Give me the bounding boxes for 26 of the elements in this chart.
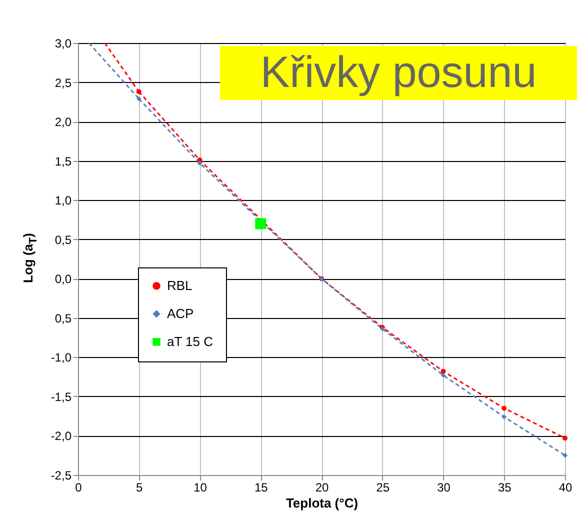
y-tick-label: -1,0 bbox=[50, 350, 72, 365]
y-tick-label: 2,5 bbox=[54, 76, 72, 90]
y-tick-label: 2,0 bbox=[54, 115, 72, 130]
chart-title: Křivky posunu bbox=[220, 46, 577, 100]
x-tick-label: 15 bbox=[254, 480, 268, 494]
x-tick-label: 40 bbox=[558, 480, 572, 494]
legend-label: RBL bbox=[167, 278, 192, 293]
x-tick-label: 20 bbox=[315, 480, 329, 494]
legend-label: aT 15 C bbox=[167, 334, 214, 349]
y-tick-label: -2,0 bbox=[50, 429, 72, 444]
x-tick-label: 35 bbox=[498, 480, 512, 494]
y-tick-label: -1,5 bbox=[50, 390, 72, 404]
x-tick-label: 5 bbox=[136, 480, 144, 494]
x-tick-label: 25 bbox=[376, 480, 390, 494]
legend-label: ACP bbox=[167, 306, 194, 321]
x-tick-label: 0 bbox=[75, 480, 82, 494]
y-tick-label: -2,5 bbox=[50, 468, 72, 482]
y-tick-label: 0,0 bbox=[54, 272, 72, 286]
y-tick-label: 1,5 bbox=[54, 154, 72, 168]
y-tick-label: 0,5 bbox=[54, 311, 72, 326]
x-axis-title: Teplota (°C) bbox=[286, 496, 358, 510]
x-tick-label: 30 bbox=[437, 480, 451, 494]
y-tick-label: 1,0 bbox=[54, 194, 72, 208]
x-tick-label: 10 bbox=[194, 480, 208, 494]
y-tick-label: 0,5 bbox=[54, 232, 72, 247]
y-tick-label: 3,0 bbox=[54, 36, 72, 50]
